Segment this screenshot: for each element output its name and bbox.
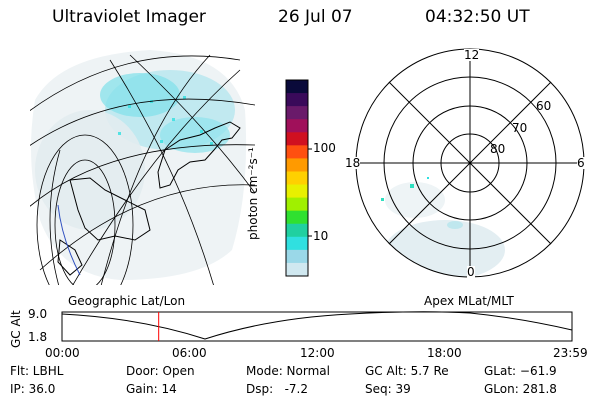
filter-status: Flt: LBHL <box>10 364 64 378</box>
colorbar-swatch <box>286 171 308 186</box>
lat-label-80: 80 <box>490 142 506 156</box>
mode-status: Mode: Normal <box>246 364 330 378</box>
colorbar-tick-100: 100 <box>313 141 336 155</box>
colorbar-swatch <box>286 249 308 264</box>
polar-mlt-plot <box>355 48 585 278</box>
colorbar-swatch <box>286 197 308 212</box>
time-tick-1800: 18:00 <box>427 346 462 360</box>
colorbar-swatch <box>286 119 308 133</box>
seq-status: Seq: 39 <box>365 382 411 396</box>
mlt-label-18: 18 <box>345 156 361 170</box>
colorbar-unit-label: photon cm⁻²s⁻¹ <box>246 147 260 240</box>
colorbar-swatch <box>286 132 308 146</box>
ip-status: IP: 36.0 <box>10 382 56 396</box>
colorbar-swatch <box>286 236 308 251</box>
colorbar-swatch <box>286 262 308 277</box>
door-status: Door: Open <box>126 364 195 378</box>
lat-label-60: 60 <box>536 99 552 113</box>
mlt-label-12: 12 <box>464 48 480 62</box>
gain-status: Gain: 14 <box>126 382 177 396</box>
altitude-ytick-high: 9.0 <box>28 307 48 321</box>
left-map-caption: Geographic Lat/Lon <box>68 294 186 308</box>
altitude-ylabel: GC Alt <box>9 310 23 348</box>
time-tick-0600: 06:00 <box>172 346 207 360</box>
mlt-label-0: 0 <box>467 265 475 279</box>
time-tick-0000: 00:00 <box>45 346 80 360</box>
colorbar-swatch <box>286 106 308 120</box>
glat-status: GLat: −61.9 <box>484 364 557 378</box>
colorbar-swatch <box>286 80 308 94</box>
date-label: 26 Jul 07 <box>278 7 353 27</box>
colorbar-swatch <box>286 210 308 225</box>
colorbar-tick-10: 10 <box>313 229 329 243</box>
app-title: Ultraviolet Imager <box>52 7 206 27</box>
glon-status: GLon: 281.8 <box>484 382 557 396</box>
time-tick-1200: 12:00 <box>300 346 335 360</box>
colorbar-swatch <box>286 223 308 238</box>
right-map-caption: Apex MLat/MLT <box>424 294 514 308</box>
lat-label-70: 70 <box>512 121 528 135</box>
dsp-status: Dsp: -7.2 <box>246 382 309 396</box>
time-tick-2359: 23:59 <box>553 346 588 360</box>
uv-emission-left <box>31 50 247 280</box>
colorbar-swatch <box>286 158 308 172</box>
mlt-label-6: 6 <box>577 156 585 170</box>
gc-alt-status: GC Alt: 5.7 Re <box>365 364 449 378</box>
altitude-plot <box>61 311 573 342</box>
colorbar-swatch <box>286 145 308 159</box>
geographic-map <box>30 50 255 285</box>
time-label: 04:32:50 UT <box>425 7 530 27</box>
colorbar-swatch <box>286 184 308 199</box>
altitude-ytick-low: 1.8 <box>28 330 48 344</box>
colorbar-swatch <box>286 93 308 107</box>
color-scale-bar <box>285 79 312 277</box>
